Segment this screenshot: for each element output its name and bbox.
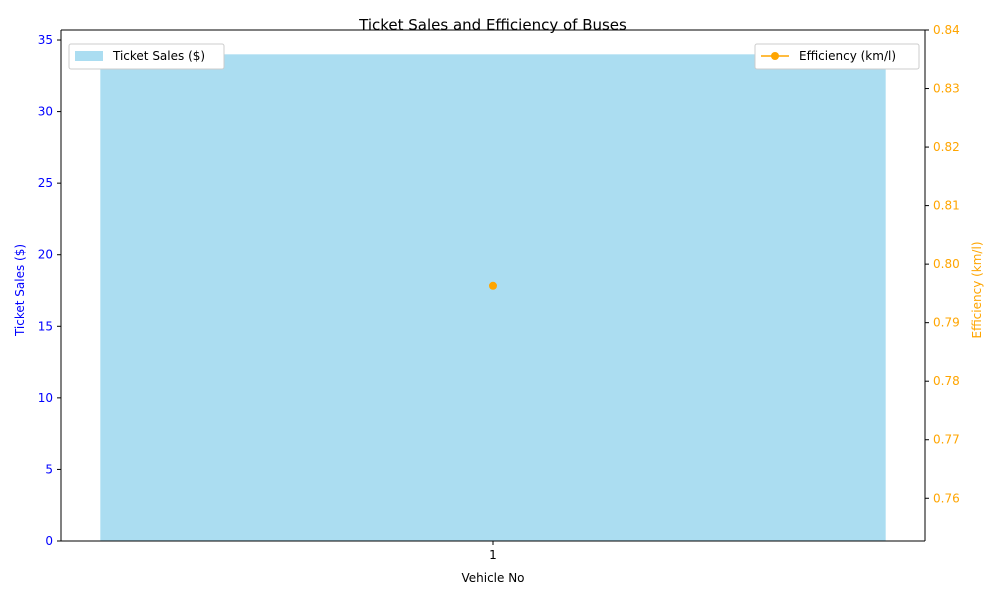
- legend-right-label: Efficiency (km/l): [799, 49, 896, 63]
- legend-left: Ticket Sales ($): [68, 43, 225, 70]
- legend-left-swatch: [75, 51, 103, 61]
- legend-right-marker: [771, 52, 779, 60]
- y-right-tick-label: 0.78: [933, 374, 960, 388]
- y-right-tick-label: 0.76: [933, 491, 960, 505]
- legend-left-box: [68, 43, 225, 70]
- y-right-tick-label: 0.84: [933, 23, 960, 37]
- y-right-tick-label: 0.80: [933, 257, 960, 271]
- legend-right-box: [754, 43, 920, 70]
- bar-ticket-sales: [100, 54, 886, 541]
- y-left-tick-label: 25: [38, 176, 53, 190]
- legend-left-label: Ticket Sales ($): [112, 49, 205, 63]
- efficiency-point: [489, 281, 497, 290]
- x-tick-label: 1: [489, 548, 497, 562]
- y-right-tick-label: 0.83: [933, 82, 960, 96]
- y-left-tick-label: 15: [38, 319, 53, 333]
- y-left-tick-label: 5: [45, 462, 53, 476]
- legend-right: Efficiency (km/l): [754, 43, 920, 70]
- y-right-axis-label: Efficiency (km/l): [970, 242, 984, 339]
- y-right-tick-label: 0.79: [933, 316, 960, 330]
- x-axis-label: Vehicle No: [461, 571, 524, 585]
- y-left-tick-label: 35: [38, 33, 53, 47]
- y-right-tick-label: 0.81: [933, 199, 960, 213]
- y-right-tick-label: 0.77: [933, 433, 960, 447]
- y-left-tick-label: 20: [38, 248, 53, 262]
- y-left-tick-label: 30: [38, 105, 53, 119]
- y-left-tick-label: 0: [45, 534, 53, 548]
- chart-title: Ticket Sales and Efficiency of Buses: [358, 16, 627, 34]
- y-right-tick-label: 0.82: [933, 140, 960, 154]
- y-left-tick-label: 10: [38, 391, 53, 405]
- y-left-axis-label: Ticket Sales ($): [13, 244, 27, 337]
